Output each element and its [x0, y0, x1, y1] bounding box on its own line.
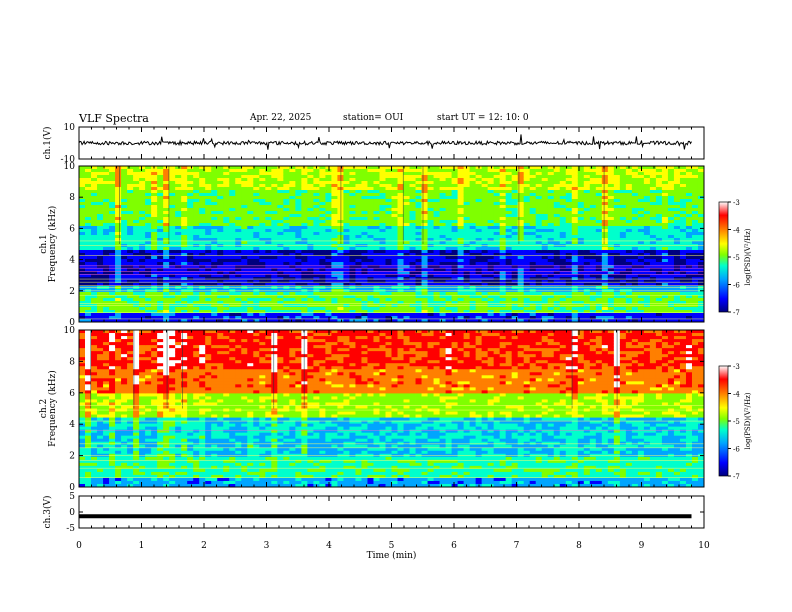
x-tick-label: 8	[576, 541, 582, 551]
x-tick-label: 7	[514, 541, 520, 551]
ch1-waveform-trace	[78, 134, 692, 150]
y-tick-label: 10	[64, 326, 76, 336]
colorbar-tick-label: -7	[733, 309, 740, 317]
x-tick-label: 3	[264, 541, 270, 551]
start-time-label: start UT = 12: 10: 0	[437, 113, 529, 123]
y-tick-label: 5	[69, 492, 75, 502]
colorbar-label: log(PSD)(V²/Hz)	[744, 228, 752, 285]
colorbar-tick-label: -5	[733, 418, 740, 426]
panel-axes-2: 0 2 4 6 8 10 ch.2 Frequency (kHz)	[39, 326, 705, 493]
date-label: Apr. 22, 2025	[250, 113, 312, 123]
spectral-lines	[79, 405, 704, 478]
colorbar-ch1: -3 -4 -5 -6 -7 log(PSD)(V²/Hz)	[718, 199, 752, 317]
y-tick-label: 8	[69, 193, 75, 203]
y-axis-label: ch.1	[39, 234, 49, 253]
y-axis-label: ch.2	[39, 399, 49, 418]
panel-axes-1: 0 2 4 6 8 10 ch.1 Frequency (kHz)	[39, 162, 705, 328]
y-tick-label: 2	[69, 452, 75, 462]
chart-title: VLF Spectra	[79, 112, 149, 125]
x-tick-label: 2	[201, 541, 207, 551]
y-tick-label: 4	[69, 420, 75, 430]
panel-axes-0: 10 -10 ch.1(V)	[42, 123, 705, 165]
colorbar-ch2: -3 -4 -5 -6 -7 log(PSD)(V²/Hz)	[718, 363, 752, 481]
y-axis-label: Frequency (kHz)	[47, 206, 58, 283]
x-tick-label: 4	[326, 541, 332, 551]
spectrogram-ch2	[79, 330, 705, 488]
spectrogram-ch1	[79, 166, 705, 323]
y-tick-label: 6	[69, 389, 75, 399]
x-tick-label: 10	[698, 541, 710, 551]
station-label: station= OUI	[343, 113, 404, 123]
colorbar-gradient	[718, 201, 729, 313]
y-tick-label: 10	[64, 162, 76, 172]
y-tick-label: -5	[66, 524, 75, 534]
y-tick-label: 4	[69, 256, 75, 266]
colorbar-tick-label: -4	[733, 227, 740, 235]
x-tick-label: 1	[139, 541, 145, 551]
colorbar-tick-label: -4	[733, 391, 740, 399]
colorbar-tick-label: -3	[733, 363, 740, 371]
y-axis-label: ch.3(V)	[42, 496, 53, 529]
y-tick-label: -10	[61, 155, 76, 165]
panel-axes-3: 5 0 -5 ch.3(V)	[42, 492, 705, 534]
y-tick-label: 10	[64, 123, 76, 133]
y-axis-label: Frequency (kHz)	[47, 370, 58, 447]
colorbar-label: log(PSD)(V²/Hz)	[744, 392, 752, 449]
y-tick-label: 8	[69, 357, 75, 367]
x-tick-label: 5	[389, 541, 395, 551]
y-tick-label: 0	[69, 483, 75, 493]
colorbar-tick-label: -3	[733, 199, 740, 207]
x-tick-label: 6	[451, 541, 457, 551]
colorbar-tick-label: -6	[733, 282, 740, 290]
y-tick-label: 0	[69, 508, 75, 518]
y-tick-label: 2	[69, 287, 75, 297]
y-axis-label: ch.1(V)	[42, 127, 53, 160]
y-tick-label: 0	[69, 318, 75, 328]
y-tick-label: 6	[69, 224, 75, 234]
x-tick-label: 9	[639, 541, 645, 551]
x-tick-label: 0	[76, 541, 82, 551]
colorbar-tick-label: -7	[733, 473, 740, 481]
spectral-lines	[79, 240, 704, 320]
colorbar-tick-label: -5	[733, 254, 740, 262]
colorbar-tick-label: -6	[733, 446, 740, 454]
x-axis-label: Time (min)	[367, 550, 417, 561]
colorbar-gradient	[718, 365, 729, 477]
